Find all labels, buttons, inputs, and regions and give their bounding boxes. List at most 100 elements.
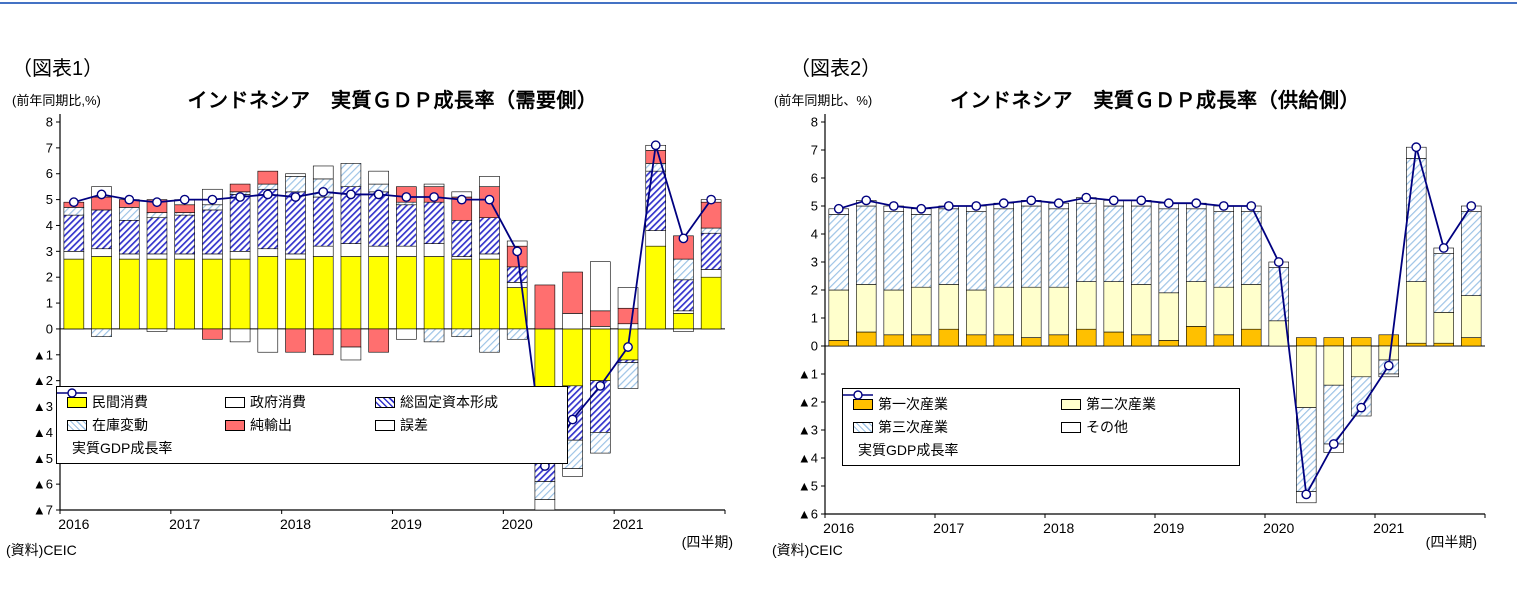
bar-segment bbox=[146, 258, 168, 330]
bar-segment bbox=[673, 279, 694, 312]
line-marker bbox=[1438, 243, 1449, 253]
y-tick-label: 4 bbox=[46, 218, 53, 233]
legend-item: 純輸出 bbox=[225, 417, 363, 434]
line-marker bbox=[998, 198, 1009, 209]
bar-segment bbox=[340, 256, 362, 330]
figure1-source: (資料)CEIC bbox=[6, 542, 77, 558]
bar-segment bbox=[1461, 295, 1482, 338]
legend-item-gdp-line: 実質GDP成長率 bbox=[843, 390, 1229, 459]
bar-segment bbox=[1048, 286, 1069, 336]
bar-segment bbox=[202, 328, 223, 340]
line-marker bbox=[96, 189, 107, 200]
line-marker bbox=[595, 380, 606, 391]
bar-segment bbox=[1158, 340, 1179, 347]
bar-segment bbox=[451, 256, 473, 260]
y-tick-label: 4 bbox=[811, 227, 818, 242]
bar-segment bbox=[645, 245, 667, 330]
figure2-chart-canvas: 8 7 6 5 4 3 2 1 0 ▲1 ▲2 ▲3 ▲4 ▲5 ▲6 2016 2017 2018 2019 202… bbox=[798, 114, 1486, 536]
y-tick-label: 2 bbox=[811, 283, 818, 298]
bar-segment bbox=[1461, 211, 1482, 296]
bar-segment bbox=[506, 282, 528, 288]
bar-segment bbox=[423, 256, 445, 330]
bar-segment bbox=[146, 328, 168, 332]
x-tick-label: 2016 bbox=[823, 520, 854, 536]
bar-segment bbox=[91, 328, 112, 337]
y-tick-label: 0 bbox=[46, 321, 53, 336]
line-marker bbox=[318, 186, 329, 197]
bar-segment bbox=[423, 183, 445, 187]
bar-segment bbox=[285, 253, 306, 260]
bar-segment bbox=[1186, 208, 1207, 282]
legend-label: 第二次産業 bbox=[1086, 396, 1156, 412]
bar-segment bbox=[1103, 281, 1124, 333]
bar-segment bbox=[174, 253, 195, 260]
legend-swatch-icon bbox=[67, 396, 87, 408]
bar-segment bbox=[1433, 342, 1454, 347]
bar-segment bbox=[1406, 158, 1427, 282]
x-axis-ticks: 2016 2017 2018 2019 2020 2021 bbox=[823, 514, 1486, 536]
bar-segment bbox=[993, 286, 1014, 336]
bar-segment bbox=[700, 276, 722, 330]
x-tick-label: 2019 bbox=[391, 516, 422, 532]
bar-segment bbox=[617, 362, 639, 389]
line-marker bbox=[650, 140, 661, 151]
bar-segment bbox=[257, 183, 279, 190]
y-tick-label: 0 bbox=[811, 339, 818, 354]
bar-segment bbox=[1378, 334, 1399, 347]
line-marker bbox=[1466, 201, 1477, 211]
legend-swatch-icon bbox=[67, 419, 87, 431]
bar-segment bbox=[590, 328, 611, 381]
bar-segment bbox=[1048, 334, 1069, 347]
bar-segment bbox=[590, 310, 611, 327]
bar-segment bbox=[91, 248, 112, 257]
y-tick-label: ▲1 bbox=[798, 367, 818, 382]
bar-segment bbox=[340, 163, 362, 187]
y-tick-label: 3 bbox=[46, 244, 53, 259]
bar-segment bbox=[645, 230, 667, 247]
bar-segment bbox=[617, 359, 639, 363]
bar-segment bbox=[1103, 331, 1124, 347]
bar-segment bbox=[1213, 211, 1234, 288]
bar-segment bbox=[118, 258, 140, 330]
bar-segment bbox=[1021, 205, 1042, 288]
line-marker bbox=[706, 194, 717, 205]
bar-segment bbox=[1241, 328, 1262, 347]
bar-segment bbox=[1296, 407, 1317, 492]
y-axis-ticks: 8 7 6 5 4 3 2 1 0 ▲1 ▲2 ▲3 ▲4 ▲5 ▲6 ▲7 bbox=[33, 115, 60, 518]
bar-segment bbox=[340, 243, 362, 257]
line-marker bbox=[1328, 439, 1339, 449]
bar-segment bbox=[423, 243, 445, 257]
y-tick-label: ▲3 bbox=[33, 399, 53, 414]
bar-segment bbox=[285, 258, 306, 330]
bar-segment bbox=[993, 208, 1014, 288]
line-marker bbox=[1163, 198, 1174, 209]
legend-item: 第三次産業 bbox=[853, 419, 1049, 436]
bar-segment bbox=[856, 284, 877, 333]
x-tick-label: 2018 bbox=[1043, 520, 1074, 536]
y-tick-label: ▲6 bbox=[798, 507, 818, 522]
bar-segment bbox=[91, 256, 112, 330]
line-marker bbox=[861, 195, 872, 206]
y-tick-label: 5 bbox=[46, 192, 53, 207]
x-tick-label: 2020 bbox=[502, 516, 533, 532]
bar-segment bbox=[700, 269, 722, 278]
bar-segment bbox=[1158, 208, 1179, 294]
line-marker bbox=[68, 197, 79, 208]
bar-segment bbox=[1186, 326, 1207, 347]
bar-segment bbox=[590, 326, 611, 330]
bar-segment bbox=[700, 201, 722, 229]
bar-segment bbox=[368, 328, 389, 353]
bar-segment bbox=[423, 328, 445, 343]
bar-segment bbox=[1406, 281, 1427, 344]
bar-segment bbox=[229, 258, 251, 330]
bar-segment bbox=[534, 499, 556, 511]
line-marker bbox=[1411, 142, 1422, 153]
y-tick-label: ▲1 bbox=[33, 347, 53, 362]
bar-segment bbox=[1268, 267, 1289, 322]
bar-segment bbox=[396, 245, 417, 257]
y-tick-label: 8 bbox=[46, 115, 53, 130]
bar-segment bbox=[1076, 281, 1097, 330]
bar-segment bbox=[1351, 337, 1372, 347]
bar-segment bbox=[562, 468, 583, 477]
